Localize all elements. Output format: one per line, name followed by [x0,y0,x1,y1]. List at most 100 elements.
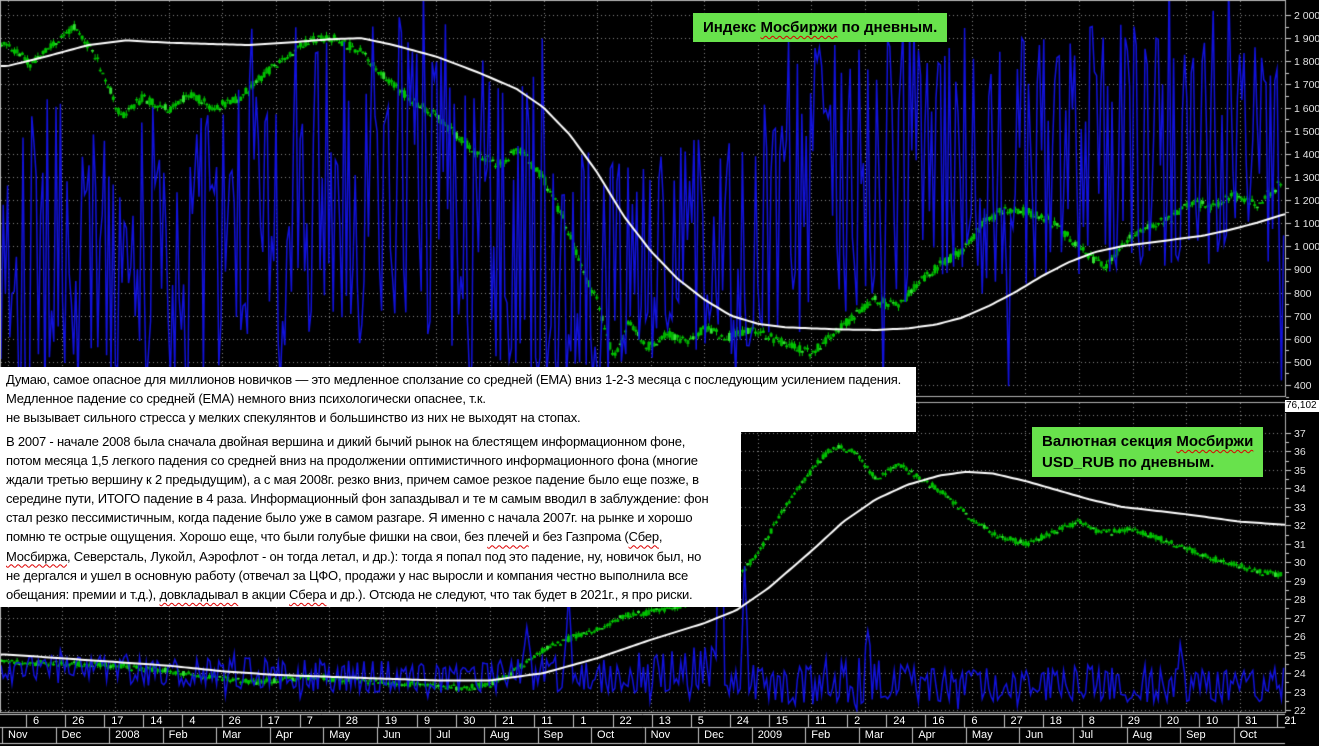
y-axis-label: 37 [1294,427,1306,440]
x-axis-day-label: 20 [1166,715,1180,727]
x-axis-day-label: 27 [1010,715,1023,727]
x-axis-day-label: 28 [345,715,359,727]
axis-price-readout: 76,102 [1285,399,1319,413]
y-axis-label: 36 [1294,445,1306,458]
x-axis-month-label: Feb [168,729,188,741]
x-axis-month-label: 2008 [115,729,140,741]
x-axis-day-label: 16 [932,715,945,727]
text-line: ждали третью вершину к 2 предыдущим), а … [6,470,735,489]
misspelled-word: Мосбиржи [760,19,838,36]
x-axis-day-label: 21 [502,715,515,727]
y-axis-label: 1 600 [1294,102,1319,115]
y-axis-label: 34 [1294,482,1306,495]
text-segment: Валютная секция [1042,433,1177,450]
x-axis-month-label: Sep [543,729,564,741]
y-axis-label: 28 [1294,593,1306,606]
text-segment: ждали третью вершину к 2 предыдущим), а … [6,472,699,488]
y-axis-label: 32 [1294,519,1306,532]
x-axis-day-label: 24 [736,715,750,727]
x-axis-month-label: Oct [1239,729,1257,741]
y-axis-label: 2 000 [1294,9,1319,22]
text-segment: не вызывает сильного стресса у мелких сп… [6,410,581,426]
y-axis-label: 29 [1294,575,1306,588]
y-axis-label: 1 800 [1294,55,1319,68]
chart-title-usdrub: Валютная секция Мосбиржи USD_RUB по дневн… [1032,427,1264,477]
x-axis-month-label: Jun [382,729,401,741]
chart-title-moex-index: Индекс Мосбиржи по дневным. [693,13,948,42]
x-axis-day-label: 26 [228,715,241,727]
x-axis-month-label: Aug [489,729,510,741]
x-axis-day-label: 6 [33,715,40,727]
x-axis-day-label: 13 [658,715,671,727]
x-axis-month-label: Jul [1079,729,1094,741]
text-segment: не дергался и ушел в основную работу (от… [6,567,688,583]
x-axis-day-label: 11 [541,715,553,727]
y-axis-label: 27 [1294,612,1306,625]
x-axis-month-label: Jun [1025,729,1044,741]
text-segment: , Северсталь, Лукойл, Аэрофлот - он тогд… [66,548,702,564]
y-axis-label: 22 [1294,704,1306,717]
x-axis-day-label: 1 [580,715,587,727]
x-axis-day-label: 31 [1245,715,1258,727]
y-axis-label: 24 [1294,667,1306,680]
x-axis-month-label: Oct [597,729,615,741]
x-axis-month-label: Nov [650,729,671,741]
y-axis-label: 33 [1294,501,1306,514]
x-axis-day-label: 7 [306,715,313,727]
x-axis-day-label: 5 [697,715,704,727]
text-segment: середине пути, ИТОГО падение в 4 раза. И… [6,491,709,507]
text-segment: Медленное падение со средней (ЕМА) немно… [6,391,486,407]
annotation-note-top: Думаю, самое опасное для миллионов нович… [0,367,916,432]
misspelled-word: Мосбиржи [1176,433,1254,450]
y-axis-label: 1 900 [1294,32,1319,45]
text-line: Думаю, самое опасное для миллионов нович… [6,370,910,389]
x-axis-day-label: 22 [619,715,632,727]
text-line: Медленное падение со средней (ЕМА) немно… [6,389,910,408]
text-line: середине пути, ИТОГО падение в 4 раза. И… [6,489,735,508]
x-axis-month-label: Nov [8,729,28,741]
x-axis-day-label: 17 [267,715,280,727]
x-axis-month-label: 2009 [757,729,783,741]
text-line: стал резко пессимистичным, когда падение… [6,508,735,527]
text-line: В 2007 - начале 2008 была сначала двойна… [6,432,735,451]
y-axis-label: 35 [1294,464,1306,477]
text-segment: Думаю, самое опасное для миллионов нович… [6,372,902,387]
text-segment: в акции [238,586,290,602]
x-axis-month-label: Apr [275,729,293,741]
text-segment: обещания: премии и т.д.), [6,586,160,602]
x-axis-month-label: Dec [61,729,82,741]
y-axis-label: 600 [1294,333,1312,346]
x-axis-month-label: Aug [1132,729,1153,741]
text-line: не вызывает сильного стресса у мелких сп… [6,408,910,427]
x-axis-day-label: 14 [150,715,163,727]
y-axis-label: 26 [1294,630,1306,643]
misspelled-word: Сбера [289,586,327,602]
y-axis-label: 1 300 [1294,171,1319,184]
y-axis-label: 1 000 [1294,240,1319,253]
x-axis-day-label: 6 [971,715,978,727]
y-axis-label: 25 [1294,649,1306,662]
text-segment: по дневным. [837,19,938,36]
x-axis-month-label: May [329,729,351,741]
text-line: USD_RUB по дневным. [1042,452,1253,473]
x-axis-day-label: 19 [384,715,398,727]
text-segment: стал резко пессимистичным, когда падение… [6,510,693,526]
x-axis-day-label: 21 [1284,715,1297,727]
text-segment: и без Газпрома ( [528,529,629,545]
x-axis-month-label: Mar [864,729,884,741]
x-axis-month-label: Feb [811,729,831,741]
x-axis-day-label: 29 [1127,715,1141,727]
text-segment: потом месяца 1,5 легкого падения со сред… [6,453,698,469]
misspelled-word: довкладывал [159,586,239,602]
text-segment: помню те острые ощущения. Хорошо еще, чт… [6,529,488,545]
misspelled-word: Сбер [628,529,660,545]
y-axis-label: 1 200 [1294,194,1319,207]
text-line: Валютная секция Мосбиржи [1042,431,1253,452]
x-axis-day-label: 4 [189,715,196,727]
text-line: обещания: премии и т.д.), довкладывал в … [6,585,735,604]
x-axis-day-label: 8 [1088,715,1095,727]
misspelled-word: Мосбиржа [6,548,67,564]
y-axis-label: 23 [1294,686,1306,699]
text-line: Индекс Мосбиржи по дневным. [703,17,937,38]
